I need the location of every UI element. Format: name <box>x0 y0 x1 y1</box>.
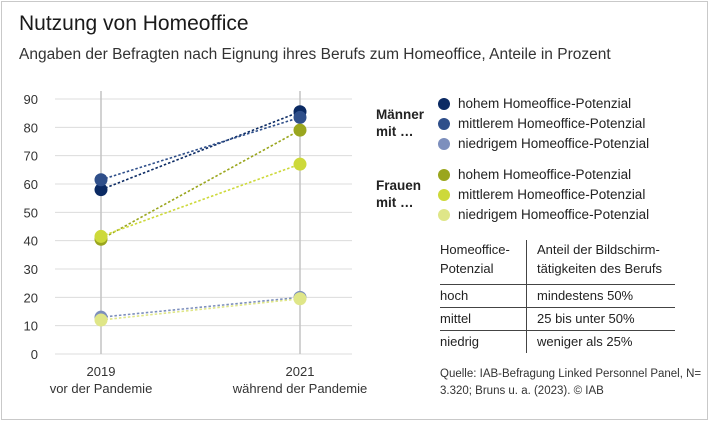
legend-item: mittlerem Homeoffice-Potenzial <box>438 116 645 131</box>
series-line <box>100 163 301 238</box>
data-point <box>293 123 307 137</box>
x-tick-label: 2019 <box>87 364 116 379</box>
data-point <box>293 292 307 306</box>
table-row: hoch mindestens 50% <box>440 284 675 308</box>
legend-group-label: Männer mit … <box>376 107 425 139</box>
x-tick-label: 2021 <box>286 364 315 379</box>
table-row: niedrig weniger als 25% <box>440 330 675 353</box>
series-line <box>100 297 301 321</box>
legend-marker <box>438 208 450 221</box>
legend-item: niedrigem Homeoffice-Potenzial <box>438 136 649 151</box>
x-tick-sublabel: während der Pandemie <box>232 381 367 396</box>
data-point <box>94 229 108 243</box>
data-point <box>94 173 108 187</box>
legend-label: mittlerem Homeoffice-Potenzial <box>458 116 646 131</box>
table-cell: hoch <box>440 284 527 308</box>
chart-subtitle: Angaben der Befragten nach Eignung ihres… <box>19 46 611 63</box>
y-tick-label: 0 <box>31 347 38 362</box>
table-cell: mittel <box>440 307 527 331</box>
y-tick-label: 90 <box>24 92 38 107</box>
legend-marker <box>438 117 450 130</box>
series-line <box>100 111 301 191</box>
legend-label: mittlerem Homeoffice-Potenzial <box>458 187 646 202</box>
chart-title: Nutzung von Homeoffice <box>19 12 249 35</box>
y-tick-label: 80 <box>24 120 38 135</box>
legend-label: hohem Homeoffice-Potenzial <box>458 167 632 182</box>
table-cell: weniger als 25% <box>526 330 675 353</box>
data-point <box>293 110 307 124</box>
series-line <box>100 296 301 318</box>
table-cell: mindestens 50% <box>526 284 675 308</box>
y-tick-label: 70 <box>24 149 38 164</box>
data-point <box>293 157 307 171</box>
x-tick-sublabel: vor der Pandemie <box>50 381 153 396</box>
table-header-potential: Homeoffice- Potenzial <box>440 240 527 285</box>
legend-marker <box>438 188 450 201</box>
source-note: Quelle: IAB-Befragung Linked Personnel P… <box>440 368 702 397</box>
legend-group-label: Frauen mit … <box>376 178 422 210</box>
y-tick-label: 10 <box>24 319 38 334</box>
y-tick-label: 20 <box>24 290 38 305</box>
series-line <box>100 116 301 181</box>
table-cell: 25 bis unter 50% <box>526 307 675 331</box>
data-point <box>94 183 108 197</box>
y-tick-label: 30 <box>24 262 38 277</box>
legend-item: mittlerem Homeoffice-Potenzial <box>438 187 645 202</box>
table-cell: niedrig <box>440 334 480 349</box>
data-point <box>94 313 108 327</box>
legend-label: hohem Homeoffice-Potenzial <box>458 96 632 111</box>
y-tick-label: 50 <box>24 205 38 220</box>
legend-label: niedrigem Homeoffice-Potenzial <box>458 207 650 222</box>
table-row: mittel 25 bis unter 50% <box>440 307 675 331</box>
table-header-share: Anteil der Bildschirm- tätigkeiten des B… <box>526 240 675 285</box>
potential-definition-table: Homeoffice- Potenzial Anteil der Bildsch… <box>440 240 675 353</box>
legend-marker <box>438 97 450 110</box>
legend-item: hohem Homeoffice-Potenzial <box>438 96 631 111</box>
series-line <box>100 129 301 240</box>
legend-item: hohem Homeoffice-Potenzial <box>438 167 631 182</box>
legend-label: niedrigem Homeoffice-Potenzial <box>458 136 650 151</box>
legend-item: niedrigem Homeoffice-Potenzial <box>438 207 649 222</box>
table-header-row: Homeoffice- Potenzial Anteil der Bildsch… <box>440 240 675 285</box>
legend-marker <box>438 168 450 181</box>
legend-marker <box>438 137 450 150</box>
y-tick-label: 60 <box>24 177 38 192</box>
y-tick-label: 40 <box>24 234 38 249</box>
